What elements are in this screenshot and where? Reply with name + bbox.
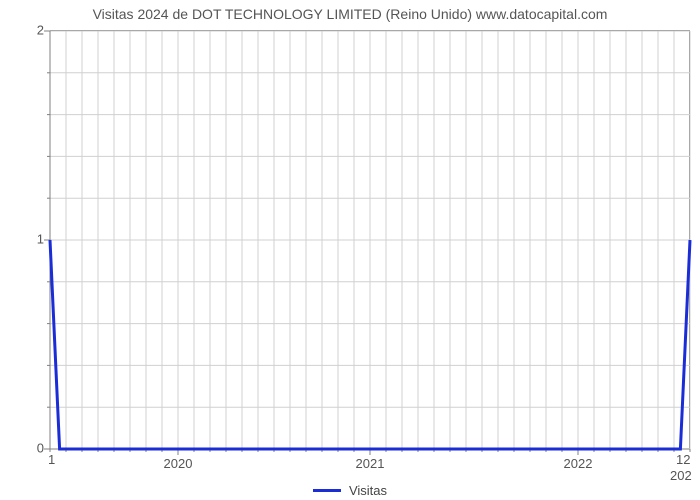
legend-swatch [313,489,341,492]
legend-label: Visitas [349,483,387,498]
legend: Visitas [0,483,700,498]
y-tick-label: 2 [14,23,44,38]
x-sublabel-right-1: 12 [676,452,690,467]
chart-svg [50,31,690,449]
y-tick-label: 1 [14,232,44,247]
x-sublabel-right-2: 202 [670,468,692,483]
x-sublabel-left: 1 [48,452,55,467]
x-tick-label: 2022 [564,456,593,471]
y-tick-label: 0 [14,441,44,456]
x-tick-label: 2021 [356,456,385,471]
chart-title: Visitas 2024 de DOT TECHNOLOGY LIMITED (… [0,6,700,22]
x-tick-label: 2020 [164,456,193,471]
plot-area [50,30,690,448]
